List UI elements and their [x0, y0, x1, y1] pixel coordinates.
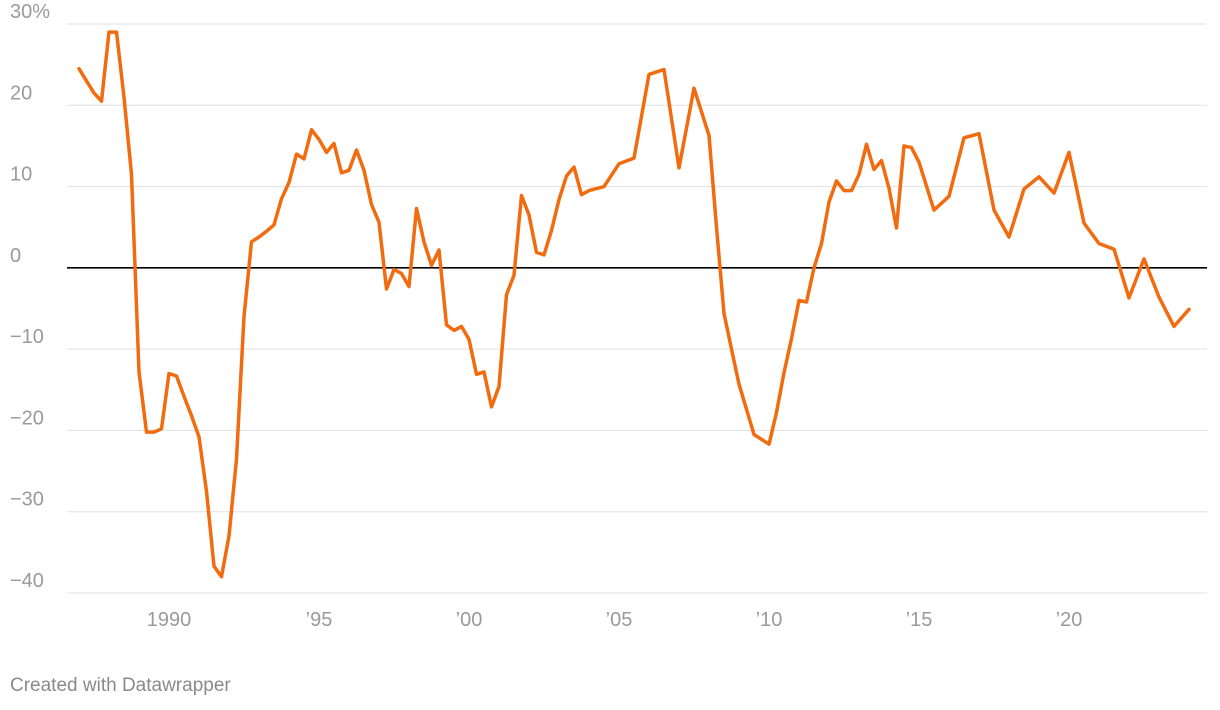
x-tick-label: ’00: [456, 609, 483, 631]
y-tick-label: −20: [10, 407, 44, 429]
y-tick-label: 10: [10, 164, 32, 186]
x-tick-label: ’20: [1056, 609, 1083, 631]
series-line: [77, 30, 1191, 579]
x-axis-tick-labels: 1990 ’95 ’00 ’05 ’10 ’15 ’20: [147, 609, 1083, 631]
gridlines: [67, 23, 1207, 594]
y-axis-tick-labels: 30% 20 10 0 −10 −20 −30 −40: [10, 1, 50, 592]
x-tick-label: ’95: [306, 609, 333, 631]
x-tick-label: ’10: [756, 609, 783, 631]
credit-text: Created with Datawrapper: [10, 675, 231, 696]
y-tick-label: −40: [10, 570, 44, 592]
y-tick-label: −10: [10, 326, 44, 348]
x-tick-label: ’05: [606, 609, 633, 631]
y-tick-label: 0: [10, 245, 21, 267]
x-tick-label: 1990: [147, 609, 192, 631]
x-tick-label: ’15: [906, 609, 933, 631]
y-tick-label: 20: [10, 82, 32, 104]
y-tick-label: 30%: [10, 1, 50, 23]
y-tick-label: −30: [10, 489, 44, 511]
